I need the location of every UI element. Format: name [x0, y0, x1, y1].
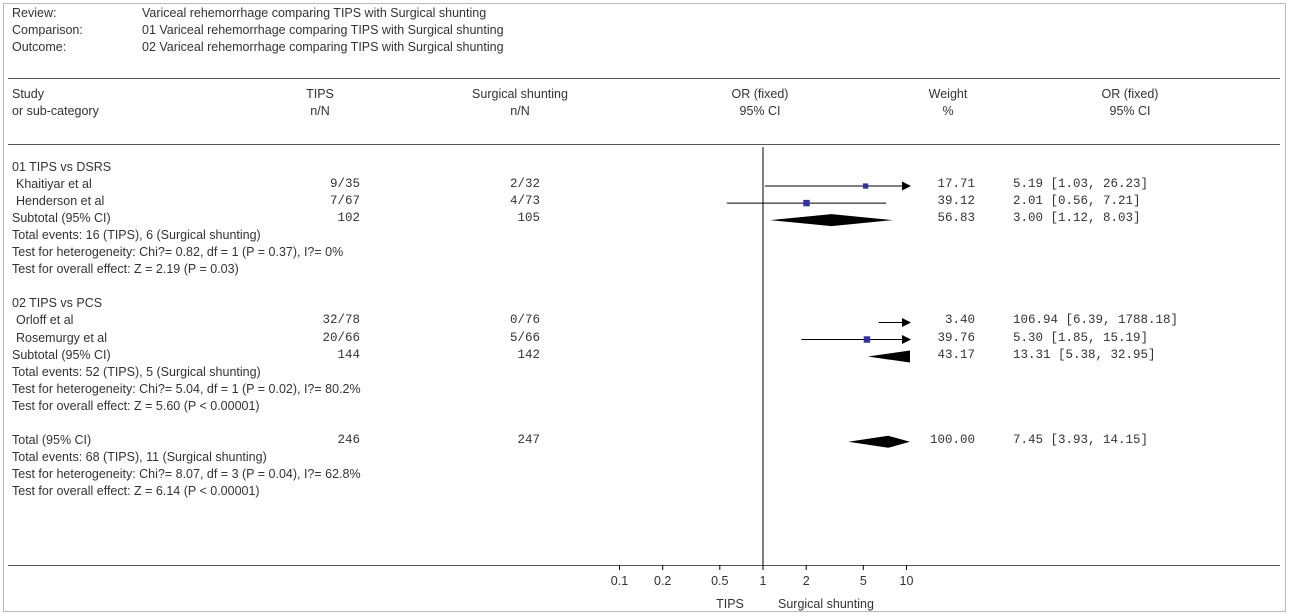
col-weight-line1: Weight	[928, 87, 968, 101]
col-study-line2: or sub-category	[12, 104, 99, 118]
comparison-value: 01 Variceal rehemorrhage comparing TIPS …	[142, 23, 504, 37]
study-surgical-value: 5/66	[509, 330, 540, 345]
text-label: Test for heterogeneity: Chi?= 5.04, df =…	[12, 381, 361, 396]
study-or-ci-value: 5.19 [1.03, 26.23]	[1013, 177, 1149, 192]
subtotal-weight-value: 56.83	[937, 211, 975, 226]
text-label: Test for overall effect: Z = 6.14 (P < 0…	[12, 483, 260, 498]
subtotal-tips-value: 144	[337, 347, 360, 362]
study-tips-value: 32/78	[322, 313, 360, 328]
subtotal-or-ci-value: 3.00 [1.12, 8.03]	[1013, 211, 1141, 226]
pooled-diamond	[770, 214, 893, 227]
study-label: Orloff et al	[16, 313, 74, 328]
study-label: Henderson et al	[16, 194, 105, 209]
study-weight-value: 39.12	[937, 194, 975, 209]
x-tick-label: 10	[900, 574, 914, 588]
study-surgical-value: 0/76	[509, 313, 540, 328]
study-marker	[803, 199, 810, 207]
subtotal-label: Subtotal (95% CI)	[12, 211, 111, 226]
subtotal-or-ci-value: 13.31 [5.38, 32.95]	[1013, 347, 1156, 362]
group-label: 02 TIPS vs PCS	[12, 296, 103, 311]
study-label: Khaitiyar et al	[16, 177, 92, 192]
outcome-value: 02 Variceal rehemorrhage comparing TIPS …	[142, 40, 504, 54]
text-label: Test for overall effect: Z = 2.19 (P = 0…	[12, 262, 239, 277]
subtotal-weight-value: 43.17	[937, 347, 975, 362]
study-weight-value: 17.71	[937, 177, 975, 192]
text-label: Total events: 68 (TIPS), 11 (Surgical sh…	[12, 449, 267, 464]
col-weight-line2: %	[942, 104, 954, 118]
x-tick-label: 0.5	[711, 574, 728, 588]
study-marker	[863, 336, 871, 343]
subtotal-surgical-value: 247	[517, 432, 540, 447]
pooled-diamond	[848, 435, 910, 448]
x-tick-label: 1	[760, 574, 767, 588]
study-or-ci-value: 5.30 [1.85, 15.19]	[1013, 330, 1149, 345]
review-value: Variceal rehemorrhage comparing TIPS wit…	[142, 6, 487, 20]
study-label: Rosemurgy et al	[16, 330, 108, 345]
outcome-label: Outcome:	[12, 40, 67, 54]
x-tick-label: 0.2	[654, 574, 671, 588]
group-label: 01 TIPS vs DSRS	[12, 160, 112, 174]
text-label: Test for heterogeneity: Chi?= 8.07, df =…	[12, 466, 361, 481]
x-tick-label: 5	[860, 574, 867, 588]
col-or-ci-line2: 95% CI	[1109, 104, 1151, 118]
col-surgical-line1: Surgical shunting	[472, 87, 568, 101]
text-label: Total events: 16 (TIPS), 6 (Surgical shu…	[12, 228, 261, 243]
col-or-ci-line1: OR (fixed)	[1101, 87, 1159, 101]
col-tips-line1: TIPS	[306, 87, 334, 101]
study-weight-value: 39.76	[937, 330, 975, 345]
subtotal-label: Subtotal (95% CI)	[12, 347, 111, 362]
subtotal-surgical-value: 105	[517, 211, 540, 226]
pooled-diamond	[867, 350, 910, 363]
study-or-ci-value: 106.94 [6.39, 1788.18]	[1013, 313, 1179, 328]
col-surgical-line2: n/N	[510, 104, 530, 118]
text-label: Test for overall effect: Z = 5.60 (P < 0…	[12, 398, 260, 413]
x-tick-label: 0.1	[611, 574, 628, 588]
ci-arrow	[902, 317, 911, 327]
legend-right-label: Surgical shunting	[778, 597, 874, 611]
review-label: Review:	[12, 6, 57, 20]
col-or-plot-line1: OR (fixed)	[731, 87, 789, 101]
subtotal-weight-value: 100.00	[929, 432, 975, 447]
header-bottom-rule	[8, 144, 1280, 145]
col-tips-line2: n/N	[310, 104, 330, 118]
study-marker	[862, 183, 869, 189]
legend-left-label: TIPS	[716, 597, 744, 611]
forest-plot-frame	[3, 3, 1286, 612]
subtotal-or-ci-value: 7.45 [3.93, 14.15]	[1013, 432, 1149, 447]
text-label: Test for heterogeneity: Chi?= 0.82, df =…	[12, 245, 344, 260]
study-surgical-value: 2/32	[509, 177, 540, 192]
comparison-label: Comparison:	[12, 23, 83, 37]
col-study-line1: Study	[12, 87, 44, 101]
subtotal-tips-value: 246	[337, 432, 360, 447]
study-or-ci-value: 2.01 [0.56, 7.21]	[1013, 194, 1141, 209]
subtotal-surgical-value: 142	[517, 347, 540, 362]
ci-arrow	[902, 181, 911, 191]
study-tips-value: 9/35	[329, 177, 360, 192]
x-tick-label: 2	[803, 574, 810, 588]
subtotal-label: Total (95% CI)	[12, 432, 92, 447]
header-top-rule	[8, 78, 1280, 79]
study-weight-value: 3.40	[944, 313, 975, 328]
ci-arrow	[902, 335, 911, 344]
subtotal-tips-value: 102	[337, 211, 360, 226]
study-surgical-value: 4/73	[509, 194, 540, 209]
col-or-plot-line2: 95% CI	[739, 104, 781, 118]
study-tips-value: 7/67	[329, 194, 360, 209]
study-tips-value: 20/66	[322, 330, 360, 345]
text-label: Total events: 52 (TIPS), 5 (Surgical shu…	[12, 364, 261, 379]
footer-rule	[8, 565, 1280, 566]
